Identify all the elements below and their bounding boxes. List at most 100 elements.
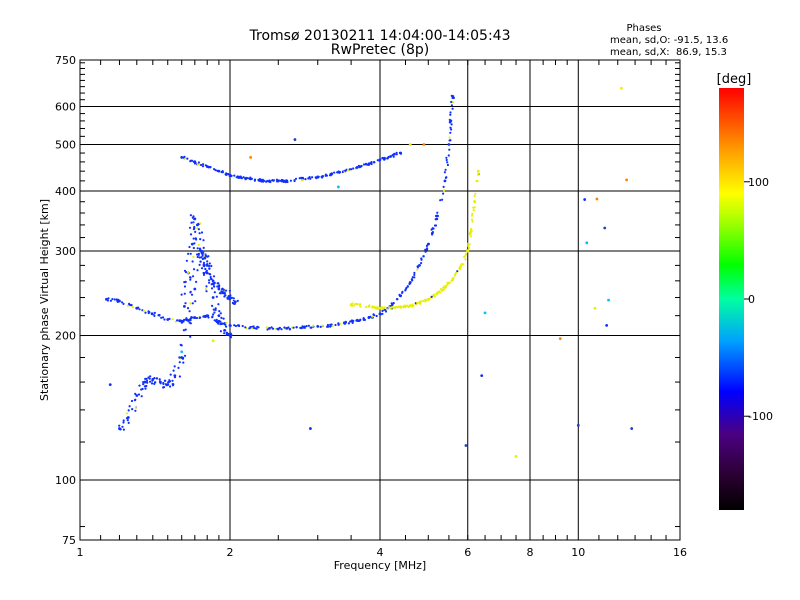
data-point	[200, 249, 203, 253]
data-point	[212, 313, 215, 316]
data-point	[118, 299, 121, 303]
data-point	[375, 314, 378, 318]
data-point	[206, 260, 209, 263]
data-point	[122, 419, 125, 422]
data-point	[219, 320, 222, 323]
data-point	[208, 279, 211, 282]
data-point	[286, 180, 289, 184]
data-point	[202, 315, 205, 318]
data-point	[376, 159, 379, 162]
data-point	[558, 337, 562, 341]
data-point	[178, 375, 181, 378]
data-point	[373, 161, 376, 164]
data-point	[593, 306, 597, 310]
data-point	[144, 387, 147, 390]
data-point	[201, 165, 205, 168]
y-axis-label: Stationary phase Virtual Height [km]	[38, 199, 51, 401]
data-point	[135, 394, 139, 397]
data-point	[254, 327, 257, 330]
data-point	[128, 302, 131, 305]
data-point	[140, 395, 143, 398]
data-point	[143, 380, 147, 384]
data-point	[467, 244, 470, 247]
data-point	[205, 263, 209, 267]
data-point	[281, 179, 284, 182]
data-point	[307, 177, 310, 180]
chart-title: Tromsø 20130211 14:04:00-14:05:43	[249, 28, 511, 44]
data-point	[416, 266, 419, 269]
x-tick-label: 16	[673, 546, 687, 559]
data-point	[401, 290, 404, 293]
data-point	[163, 379, 166, 382]
data-point	[321, 175, 324, 178]
data-point	[454, 272, 457, 276]
y-tick-label: 300	[55, 245, 76, 258]
data-point	[192, 255, 195, 258]
data-point	[215, 319, 218, 322]
data-point	[476, 179, 479, 183]
data-point	[285, 179, 288, 182]
data-point	[183, 285, 187, 288]
colorbar-tick-label: -100	[748, 410, 773, 423]
data-point	[187, 252, 190, 255]
y-tick-label: 75	[62, 534, 76, 547]
data-point	[222, 288, 225, 291]
data-point	[389, 155, 392, 158]
data-point	[422, 299, 425, 302]
data-point	[411, 304, 414, 307]
data-point	[225, 333, 228, 336]
data-point	[445, 156, 448, 159]
data-point	[137, 393, 141, 396]
data-point	[450, 104, 453, 107]
data-point	[158, 378, 161, 381]
data-point	[464, 258, 467, 261]
data-point	[378, 158, 382, 162]
data-point	[122, 421, 125, 424]
data-point	[228, 289, 231, 292]
data-point	[449, 126, 452, 129]
data-point	[147, 310, 150, 313]
data-point	[365, 306, 368, 309]
data-point	[229, 294, 232, 297]
data-point	[312, 324, 315, 327]
data-point	[358, 166, 361, 169]
data-point	[385, 308, 389, 311]
data-point	[141, 387, 144, 391]
data-point	[195, 316, 199, 320]
data-point	[229, 297, 232, 301]
data-point	[293, 138, 297, 141]
data-point	[333, 171, 336, 174]
data-point	[390, 302, 393, 305]
data-point	[190, 242, 194, 246]
data-point	[431, 231, 434, 234]
data-point	[232, 302, 235, 305]
y-tick-labels: 75 100 200 300 400 500 600 750	[55, 54, 76, 547]
data-point	[450, 123, 453, 126]
data-point	[289, 179, 292, 182]
data-point	[194, 300, 197, 303]
data-point	[184, 302, 187, 305]
data-point	[424, 250, 427, 253]
data-point	[595, 197, 599, 201]
data-point	[336, 171, 339, 174]
data-point	[221, 170, 224, 173]
data-point	[197, 243, 200, 246]
data-point	[214, 307, 217, 310]
data-point	[477, 173, 480, 176]
data-point	[470, 214, 474, 217]
x-tick-label: 6	[464, 546, 471, 559]
data-point	[383, 158, 386, 161]
data-point	[448, 136, 451, 139]
data-point	[465, 252, 468, 255]
data-point	[359, 305, 362, 308]
data-point	[351, 304, 354, 307]
data-point	[153, 314, 156, 317]
data-point	[182, 329, 185, 332]
data-point	[134, 409, 137, 412]
data-point	[381, 309, 384, 312]
data-point	[203, 272, 206, 275]
data-point	[321, 324, 324, 327]
data-point	[169, 373, 172, 376]
data-point	[147, 376, 150, 379]
